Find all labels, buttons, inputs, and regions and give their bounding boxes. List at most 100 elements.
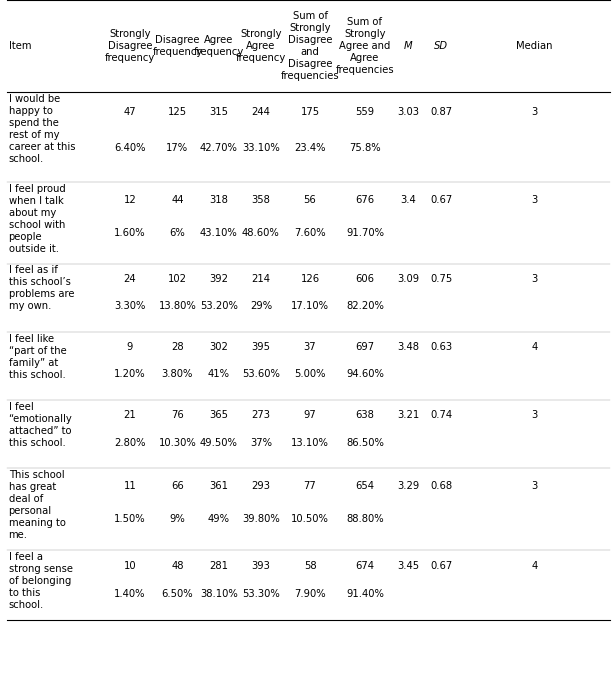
Text: M: M	[404, 41, 413, 51]
Text: 606: 606	[356, 274, 375, 284]
Text: 88.80%: 88.80%	[346, 514, 384, 524]
Text: I feel a
strong sense
of belonging
to this
school.: I feel a strong sense of belonging to th…	[9, 552, 72, 610]
Text: Median: Median	[516, 41, 553, 51]
Text: I feel proud
when I talk
about my
school with
people
outside it.: I feel proud when I talk about my school…	[9, 183, 65, 254]
Text: 315: 315	[209, 106, 228, 117]
Text: 24: 24	[123, 274, 136, 284]
Text: 3.30%: 3.30%	[114, 302, 146, 311]
Text: 33.10%: 33.10%	[242, 142, 280, 153]
Text: Sum of
Strongly
Disagree
and
Disagree
frequencies: Sum of Strongly Disagree and Disagree fr…	[281, 11, 340, 81]
Text: 3.48: 3.48	[397, 342, 419, 352]
Text: This school
has great
deal of
personal
meaning to
me.: This school has great deal of personal m…	[9, 470, 66, 540]
Text: 0.75: 0.75	[430, 274, 453, 284]
Text: 3: 3	[531, 274, 537, 284]
Text: 3: 3	[531, 482, 537, 491]
Text: Disagree
frequency: Disagree frequency	[152, 35, 203, 57]
Text: 91.70%: 91.70%	[346, 228, 384, 238]
Text: 48.60%: 48.60%	[242, 228, 280, 238]
Text: 86.50%: 86.50%	[346, 438, 384, 448]
Text: 0.67: 0.67	[430, 195, 453, 205]
Text: Sum of
Strongly
Agree and
Agree
frequencies: Sum of Strongly Agree and Agree frequenc…	[336, 17, 394, 75]
Text: 76: 76	[171, 410, 184, 420]
Text: 10.30%: 10.30%	[158, 438, 196, 448]
Text: 28: 28	[171, 342, 184, 352]
Text: 21: 21	[123, 410, 136, 420]
Text: 125: 125	[168, 106, 187, 117]
Text: 11: 11	[123, 482, 136, 491]
Text: 358: 358	[252, 195, 270, 205]
Text: 3.80%: 3.80%	[161, 370, 193, 379]
Text: Strongly
Agree
frequency: Strongly Agree frequency	[236, 29, 286, 63]
Text: 697: 697	[356, 342, 375, 352]
Text: 0.87: 0.87	[430, 106, 453, 117]
Text: 281: 281	[209, 561, 228, 571]
Text: 1.50%: 1.50%	[114, 514, 146, 524]
Text: 37: 37	[304, 342, 316, 352]
Text: 393: 393	[252, 561, 270, 571]
Text: 4: 4	[531, 342, 537, 352]
Text: 37%: 37%	[250, 438, 272, 448]
Text: 392: 392	[209, 274, 228, 284]
Text: 1.40%: 1.40%	[114, 589, 146, 598]
Text: 559: 559	[356, 106, 375, 117]
Text: 2.80%: 2.80%	[114, 438, 146, 448]
Text: 17%: 17%	[166, 142, 188, 153]
Text: 17.10%: 17.10%	[291, 302, 329, 311]
Text: 102: 102	[168, 274, 187, 284]
Text: 94.60%: 94.60%	[346, 370, 384, 379]
Text: 77: 77	[304, 482, 316, 491]
Text: 0.67: 0.67	[430, 561, 453, 571]
Text: 293: 293	[251, 482, 270, 491]
Text: 10.50%: 10.50%	[291, 514, 329, 524]
Text: 58: 58	[304, 561, 316, 571]
Text: 3: 3	[531, 195, 537, 205]
Text: Item: Item	[9, 41, 31, 51]
Text: 6.50%: 6.50%	[161, 589, 193, 598]
Text: 1.60%: 1.60%	[114, 228, 146, 238]
Text: 638: 638	[356, 410, 375, 420]
Text: SD: SD	[435, 41, 449, 51]
Text: 318: 318	[209, 195, 228, 205]
Text: 91.40%: 91.40%	[346, 589, 384, 598]
Text: 273: 273	[251, 410, 270, 420]
Text: 47: 47	[123, 106, 136, 117]
Text: 66: 66	[171, 482, 184, 491]
Text: 3.45: 3.45	[397, 561, 419, 571]
Text: 38.10%: 38.10%	[200, 589, 238, 598]
Text: 214: 214	[251, 274, 270, 284]
Text: 23.4%: 23.4%	[294, 142, 326, 153]
Text: 361: 361	[209, 482, 228, 491]
Text: 7.90%: 7.90%	[294, 589, 326, 598]
Text: 44: 44	[171, 195, 184, 205]
Text: 75.8%: 75.8%	[349, 142, 381, 153]
Text: 53.60%: 53.60%	[242, 370, 280, 379]
Text: 6%: 6%	[169, 228, 185, 238]
Text: 3.29: 3.29	[397, 482, 419, 491]
Text: 654: 654	[356, 482, 375, 491]
Text: 42.70%: 42.70%	[200, 142, 238, 153]
Text: 12: 12	[123, 195, 136, 205]
Text: 674: 674	[356, 561, 375, 571]
Text: 49.50%: 49.50%	[200, 438, 238, 448]
Text: 0.74: 0.74	[430, 410, 453, 420]
Text: 53.20%: 53.20%	[200, 302, 238, 311]
Text: 97: 97	[304, 410, 316, 420]
Text: 3: 3	[531, 410, 537, 420]
Text: Agree
frequency: Agree frequency	[193, 35, 244, 57]
Text: I would be
happy to
spend the
rest of my
career at this
school.: I would be happy to spend the rest of my…	[9, 94, 75, 163]
Text: 13.10%: 13.10%	[291, 438, 329, 448]
Text: 395: 395	[251, 342, 270, 352]
Text: 302: 302	[209, 342, 228, 352]
Text: 3.4: 3.4	[400, 195, 416, 205]
Text: I feel as if
this school’s
problems are
my own.: I feel as if this school’s problems are …	[9, 265, 74, 311]
Text: 6.40%: 6.40%	[114, 142, 146, 153]
Text: 0.68: 0.68	[430, 482, 453, 491]
Text: 4: 4	[531, 561, 537, 571]
Text: 0.63: 0.63	[430, 342, 453, 352]
Text: 82.20%: 82.20%	[346, 302, 384, 311]
Text: 1.20%: 1.20%	[114, 370, 146, 379]
Text: 29%: 29%	[250, 302, 272, 311]
Text: 676: 676	[356, 195, 375, 205]
Text: 13.80%: 13.80%	[158, 302, 196, 311]
Text: 9%: 9%	[169, 514, 185, 524]
